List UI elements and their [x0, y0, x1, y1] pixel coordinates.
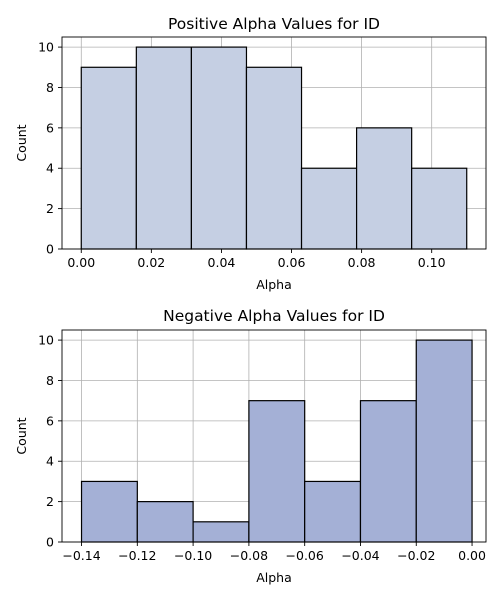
y-tick-label: 8 — [46, 80, 54, 95]
histogram-bar — [80, 66, 137, 250]
axes-frame — [61, 36, 487, 250]
y-tick-label: 0 — [46, 535, 54, 550]
x-tick-label: −0.08 — [230, 548, 268, 563]
histogram-bar — [411, 167, 468, 250]
histogram-bar — [355, 127, 413, 250]
histogram-bar — [135, 46, 193, 250]
x-tick-label: 0.08 — [348, 255, 376, 270]
y-tick-label: 6 — [46, 413, 54, 428]
y-tick-label: 4 — [46, 454, 54, 469]
y-tick-label: 6 — [46, 120, 54, 135]
y-tick-label: 4 — [46, 161, 54, 176]
histogram-bar — [359, 400, 417, 543]
histogram-bar — [190, 46, 248, 250]
chart-title: Positive Alpha Values for ID — [168, 15, 380, 33]
x-tick-label: −0.06 — [286, 548, 324, 563]
y-axis-label: Count — [14, 124, 29, 161]
histogram-bar — [300, 167, 358, 250]
x-tick-label: 0.02 — [137, 255, 165, 270]
histogram-bar — [136, 501, 194, 543]
histogram-bar — [80, 480, 138, 543]
x-tick-label: 0.04 — [208, 255, 236, 270]
positive-alpha-chart: 0.00 0.02 0.04 0.06 0.08 0.10 0 2 4 6 8 10 Positive … — [14, 15, 487, 292]
negative-alpha-chart: −0.14 −0.12 −0.10 −0.08 −0.06 −0.04 −0.02 0.00 0… — [14, 307, 487, 585]
x-tick-label: 0.06 — [278, 255, 306, 270]
y-axis-label: Count — [14, 417, 29, 454]
x-tick-label: −0.02 — [397, 548, 435, 563]
x-tick-label: 0.00 — [458, 548, 486, 563]
x-tick-label: −0.14 — [62, 548, 100, 563]
histogram-bar — [415, 339, 473, 543]
x-axis-label: Alpha — [256, 570, 292, 585]
y-tick-label: 10 — [38, 333, 54, 348]
x-tick-label: −0.12 — [118, 548, 156, 563]
x-axis-label: Alpha — [256, 277, 292, 292]
y-tick-label: 2 — [46, 201, 54, 216]
histogram-bar — [192, 521, 250, 543]
chart-title: Negative Alpha Values for ID — [163, 307, 385, 325]
histogram-bar — [304, 480, 362, 543]
y-tick-label: 8 — [46, 373, 54, 388]
histogram-bar — [245, 66, 303, 250]
x-tick-label: −0.04 — [341, 548, 379, 563]
histogram-bar — [248, 400, 306, 543]
x-tick-label: 0.10 — [418, 255, 446, 270]
y-tick-label: 2 — [46, 494, 54, 509]
axes-frame — [61, 329, 487, 543]
x-tick-label: 0.00 — [67, 255, 95, 270]
y-tick-label: 10 — [38, 40, 54, 55]
y-tick-label: 0 — [46, 242, 54, 257]
x-tick-label: −0.10 — [174, 548, 212, 563]
